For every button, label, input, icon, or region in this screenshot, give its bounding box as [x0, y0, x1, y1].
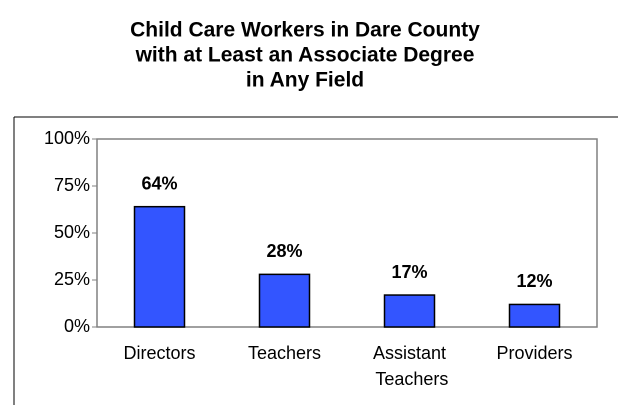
bar [133, 205, 186, 328]
x-tick-label-line: Directors [123, 343, 195, 363]
x-tick-label-line: Teachers [371, 369, 449, 389]
chart-title: Child Care Workers in Dare County [130, 19, 480, 42]
bar [383, 294, 436, 328]
y-tick-label: 25% [54, 269, 90, 289]
x-tick-label: Providers [496, 343, 572, 363]
x-tick-label: Assistant Teachers [371, 343, 449, 389]
chart-title: with at Least an Associate Degree [135, 44, 475, 67]
bar [258, 273, 311, 328]
x-tick-label: Teachers [248, 343, 321, 363]
y-tick-label: 0% [64, 316, 90, 336]
y-tick-label: 100% [44, 128, 90, 148]
data-label: 64% [141, 173, 177, 193]
y-tick-label: 75% [54, 175, 90, 195]
chart-title: in Any Field [246, 69, 364, 92]
y-tick-label: 50% [54, 222, 90, 242]
x-tick-label-line: Teachers [248, 343, 321, 363]
bar [508, 303, 561, 328]
x-tick-label-line: Providers [496, 343, 572, 363]
data-label: 12% [516, 271, 552, 291]
x-tick-label-line: Assistant [373, 343, 446, 363]
x-tick-label: Directors [123, 343, 195, 363]
data-label: 28% [266, 241, 302, 261]
data-label: 17% [391, 262, 427, 282]
